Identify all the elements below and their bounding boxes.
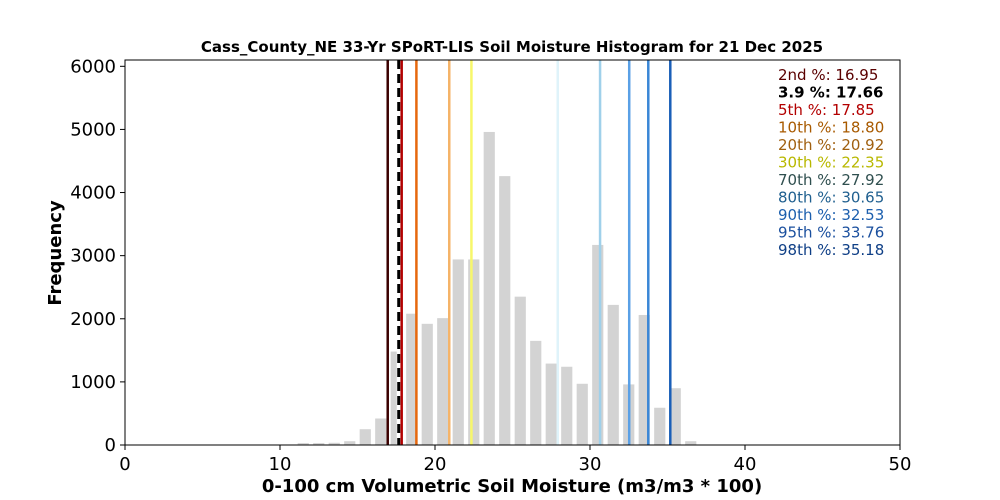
histogram-bar bbox=[654, 407, 666, 445]
histogram-bar bbox=[328, 442, 340, 445]
x-tick-label: 10 bbox=[269, 454, 292, 475]
chart-title: Cass_County_NE 33-Yr SPoRT-LIS Soil Mois… bbox=[201, 38, 823, 56]
legend-entry: 10th %: 18.80 bbox=[778, 119, 884, 137]
histogram-bar bbox=[375, 418, 387, 445]
histogram-bar bbox=[483, 131, 495, 446]
histogram-bar bbox=[561, 366, 573, 445]
histogram-bar bbox=[638, 314, 650, 445]
x-tick-label: 50 bbox=[889, 454, 912, 475]
histogram-bar bbox=[437, 318, 449, 445]
histogram-bar bbox=[545, 363, 557, 445]
legend-entry: 80th %: 30.65 bbox=[778, 189, 884, 207]
histogram-bar bbox=[685, 441, 697, 445]
y-tick-label: 1000 bbox=[70, 372, 116, 393]
histogram-bar bbox=[576, 383, 588, 445]
histogram-bar bbox=[499, 176, 511, 445]
y-tick-label: 0 bbox=[105, 435, 116, 456]
plot-area: 0 10 20 30 40 50 0 1000 2000 3000 4000 5000 6000 2nd … bbox=[70, 56, 911, 475]
histogram-bar bbox=[592, 244, 604, 445]
legend-entry: 98th %: 35.18 bbox=[778, 241, 884, 259]
histogram-bar bbox=[297, 443, 309, 445]
histogram-bar bbox=[514, 296, 526, 445]
x-tick-label: 30 bbox=[579, 454, 602, 475]
legend-entry: 2nd %: 16.95 bbox=[778, 66, 878, 84]
plot-frame bbox=[124, 59, 901, 446]
y-axis-label: Frequency bbox=[45, 200, 66, 306]
y-tick-label: 3000 bbox=[70, 246, 116, 267]
legend-entry: 5th %: 17.85 bbox=[778, 101, 875, 119]
histogram-bar bbox=[406, 313, 418, 445]
histogram-bar bbox=[452, 259, 464, 445]
y-tick-label: 4000 bbox=[70, 183, 116, 204]
x-tick-label: 0 bbox=[119, 454, 130, 475]
x-axis-label: 0-100 cm Volumetric Soil Moisture (m3/m3… bbox=[262, 476, 762, 497]
x-tick-label: 40 bbox=[734, 454, 757, 475]
histogram-bar bbox=[421, 323, 433, 445]
histogram-bar bbox=[468, 259, 480, 445]
legend-entry: 3.9 %: 17.66 bbox=[778, 84, 884, 102]
y-tick-label: 5000 bbox=[70, 119, 116, 140]
y-tick-label: 6000 bbox=[70, 56, 116, 77]
histogram-bar bbox=[344, 441, 356, 445]
legend-entry: 90th %: 32.53 bbox=[778, 206, 884, 224]
x-tick-label: 20 bbox=[424, 454, 447, 475]
legend-entry: 70th %: 27.92 bbox=[778, 171, 884, 189]
histogram-bar bbox=[669, 388, 681, 445]
histogram-bar bbox=[313, 443, 325, 445]
histogram-bar bbox=[530, 340, 542, 445]
legend-entry: 30th %: 22.35 bbox=[778, 154, 884, 172]
histogram-bar bbox=[607, 304, 619, 445]
legend-entry: 20th %: 20.92 bbox=[778, 136, 884, 154]
legend-entry: 95th %: 33.76 bbox=[778, 224, 884, 242]
histogram-bar bbox=[359, 429, 371, 445]
y-tick-label: 2000 bbox=[70, 309, 116, 330]
histogram-bar bbox=[390, 351, 402, 445]
